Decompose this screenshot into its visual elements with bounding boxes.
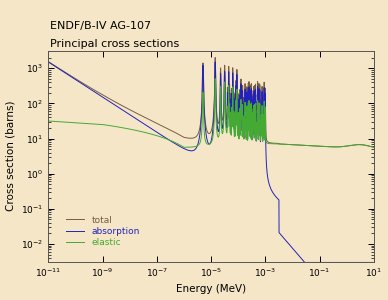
- total: [373, 146, 378, 150]
- total: [213, 56, 218, 59]
- Y-axis label: Cross section (barns): Cross section (barns): [5, 101, 16, 211]
- absorption: [46, 60, 50, 64]
- total: [306, 144, 310, 147]
- total: [254, 127, 258, 130]
- X-axis label: Energy (MeV): Energy (MeV): [176, 284, 246, 294]
- total: [165, 126, 169, 130]
- absorption: [306, 261, 310, 264]
- Line: elastic: elastic: [48, 79, 375, 148]
- total: [46, 60, 50, 63]
- absorption: [302, 261, 307, 264]
- elastic: [239, 130, 244, 133]
- total: [288, 143, 293, 146]
- total: [239, 114, 244, 117]
- elastic: [373, 146, 378, 150]
- absorption: [254, 137, 258, 141]
- Text: Principal cross sections: Principal cross sections: [50, 39, 180, 49]
- absorption: [373, 261, 378, 264]
- Legend: total, absorption, elastic: total, absorption, elastic: [62, 212, 144, 251]
- elastic: [165, 137, 169, 141]
- absorption: [213, 60, 218, 64]
- Line: absorption: absorption: [48, 62, 375, 262]
- absorption: [165, 137, 169, 140]
- elastic: [254, 138, 258, 142]
- elastic: [46, 119, 50, 123]
- absorption: [62, 71, 67, 74]
- Line: total: total: [48, 58, 375, 148]
- elastic: [62, 120, 67, 124]
- absorption: [288, 244, 293, 248]
- elastic: [213, 77, 218, 80]
- total: [62, 70, 67, 74]
- absorption: [239, 121, 244, 124]
- elastic: [306, 144, 310, 147]
- elastic: [288, 143, 293, 146]
- Text: ENDF/B-IV AG-107: ENDF/B-IV AG-107: [50, 21, 152, 31]
